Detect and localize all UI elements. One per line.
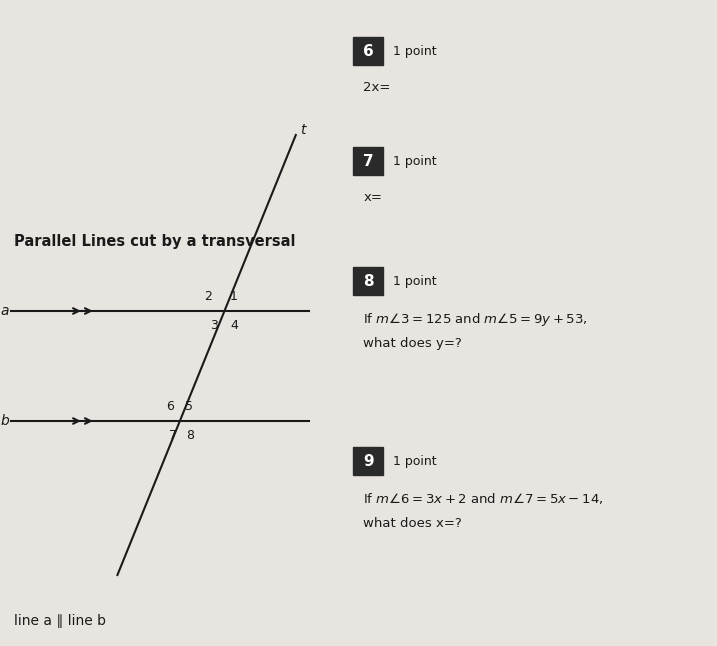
FancyBboxPatch shape xyxy=(353,37,383,65)
Text: 3: 3 xyxy=(210,319,218,332)
Text: 9: 9 xyxy=(363,453,374,468)
Text: 1: 1 xyxy=(229,290,237,303)
Text: If $m\angle3 = 125$ and $m\angle5 = 9y + 53$,: If $m\angle3 = 125$ and $m\angle5 = 9y +… xyxy=(364,311,588,328)
Text: 4: 4 xyxy=(231,319,239,332)
Text: 1 point: 1 point xyxy=(393,154,437,167)
Text: line a ∥ line b: line a ∥ line b xyxy=(14,614,106,628)
Text: a: a xyxy=(1,304,9,318)
Text: 7: 7 xyxy=(363,154,374,169)
FancyBboxPatch shape xyxy=(353,447,383,475)
Text: 1 point: 1 point xyxy=(393,275,437,287)
Text: 2x=: 2x= xyxy=(364,81,391,94)
Text: t: t xyxy=(300,123,305,137)
Text: 8: 8 xyxy=(186,429,194,442)
FancyBboxPatch shape xyxy=(353,147,383,175)
Text: 2: 2 xyxy=(204,290,212,303)
Text: 7: 7 xyxy=(168,429,176,442)
Text: b: b xyxy=(1,414,9,428)
Text: what does y=?: what does y=? xyxy=(364,337,462,350)
Text: Parallel Lines cut by a transversal: Parallel Lines cut by a transversal xyxy=(14,233,296,249)
Text: 5: 5 xyxy=(184,400,193,413)
Text: 6: 6 xyxy=(363,43,374,59)
Text: 8: 8 xyxy=(363,273,374,289)
Text: If $m\angle6 = 3x + 2$ and $m\angle7 = 5x - 14$,: If $m\angle6 = 3x + 2$ and $m\angle7 = 5… xyxy=(364,491,604,506)
Text: what does x=?: what does x=? xyxy=(364,517,462,530)
Text: 1 point: 1 point xyxy=(393,45,437,57)
Text: 1 point: 1 point xyxy=(393,455,437,468)
FancyBboxPatch shape xyxy=(353,267,383,295)
Text: 6: 6 xyxy=(166,400,174,413)
Text: x=: x= xyxy=(364,191,382,204)
